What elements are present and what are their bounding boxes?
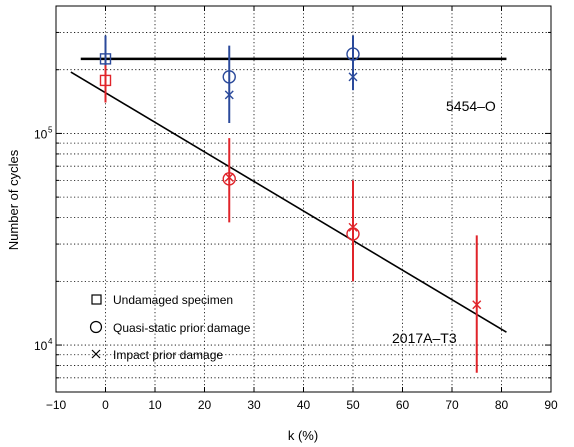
marker-square-2017a-t3 [99,74,112,87]
legend-x-marker [91,349,101,359]
x-tick-label: 60 [396,398,410,412]
x-tick-label: −10 [46,398,67,412]
marker-x-stroke [348,222,358,232]
marker-circle-5454-o [222,70,236,84]
plot-background [56,6,551,392]
y-tick-label-exponent: 4 [48,337,53,346]
marker-circle-5454-o [346,47,360,61]
x-tick-label: 40 [297,398,311,412]
annotation-5454-o: 5454–O [446,98,496,114]
marker-x-stroke [224,172,234,182]
marker-x-5454-o [348,72,358,82]
x-tick-label: 30 [247,398,261,412]
y-tick-label-exponent: 5 [48,125,53,134]
y-tick-label: 10 [34,339,48,353]
annotation-2017a-t3: 2017A–T3 [392,330,457,346]
marker-x-stroke [224,90,234,100]
x-axis-label: k (%) [288,428,318,443]
x-tick-label: 0 [102,398,109,412]
fit-lines [70,57,507,333]
legend-circle-marker [89,320,103,334]
x-tick-label: 90 [544,398,558,412]
legend-square-marker [91,294,102,305]
marker-x-stroke [472,300,482,310]
marker-x-2017a-t3 [348,222,358,232]
fit-line-2017a-t3 [70,71,507,333]
x-tick-label: 20 [198,398,212,412]
legend: Undamaged specimen Quasi-static prior da… [89,293,251,362]
marker-x-stroke [348,72,358,82]
marker-square-5454-o [99,53,112,65]
x-tick-label: 80 [495,398,509,412]
data-points [99,35,482,373]
x-tick-label: 50 [346,398,360,412]
marker-x-5454-o [224,90,234,100]
legend-label-impact: Impact prior damage [113,348,223,362]
marker-x-2017a-t3 [224,172,234,182]
marker-circle-2017a-t3 [222,172,236,186]
y-axis-label: Number of cycles [6,149,21,250]
x-tick-label: 70 [445,398,459,412]
legend-label-undamaged: Undamaged specimen [113,293,233,307]
legend-label-quasi-static: Quasi-static prior damage [113,321,251,335]
x-tick-label: 10 [148,398,162,412]
y-tick-label: 10 [34,127,48,141]
marker-x-2017a-t3 [472,300,482,310]
